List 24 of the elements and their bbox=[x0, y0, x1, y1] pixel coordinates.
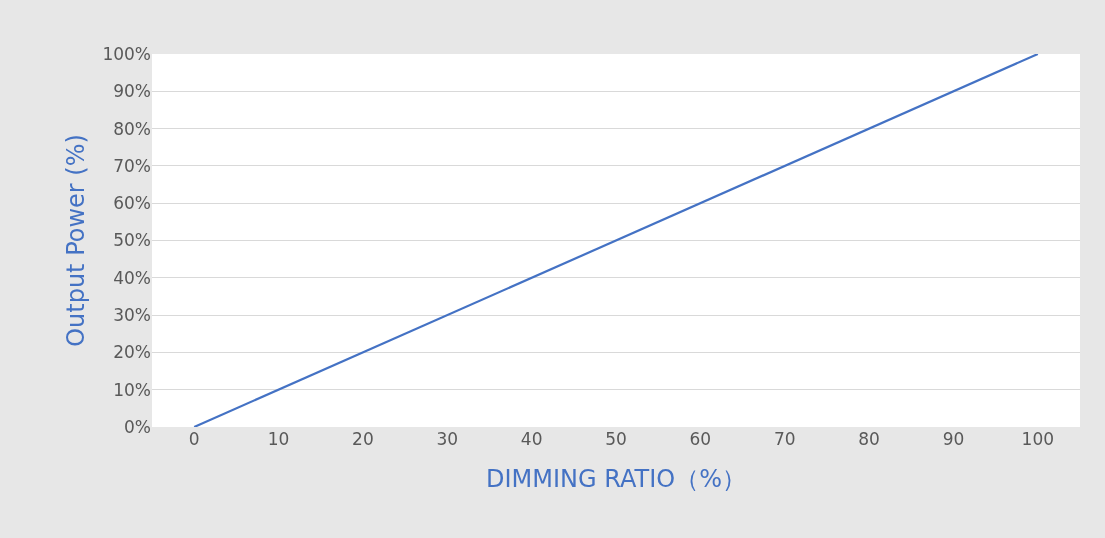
x-tick-label: 0 bbox=[188, 429, 200, 449]
x-tick-label: 50 bbox=[605, 429, 627, 449]
y-axis-title: Output Power (%) bbox=[62, 134, 91, 347]
y-tick-label: 50% bbox=[113, 230, 151, 251]
y-tick-label: 10% bbox=[113, 379, 151, 400]
x-tick-label: 20 bbox=[352, 429, 374, 449]
x-tick-label: 30 bbox=[436, 429, 459, 449]
y-tick-label: 0% bbox=[124, 416, 151, 437]
x-tick-label: 10 bbox=[267, 429, 290, 449]
x-axis-title: DIMMING RATIO（%） bbox=[486, 465, 746, 494]
x-tick-label: 80 bbox=[858, 429, 880, 449]
y-tick-label: 60% bbox=[113, 193, 151, 214]
y-tick-label: 30% bbox=[113, 305, 151, 326]
x-tick-label: 90 bbox=[942, 429, 965, 449]
y-tick-label: 80% bbox=[113, 118, 151, 139]
y-tick-label: 70% bbox=[113, 155, 151, 176]
x-tick-label: 60 bbox=[689, 429, 712, 449]
y-tick-label: 90% bbox=[113, 81, 151, 102]
y-tick-label: 20% bbox=[113, 342, 151, 363]
y-tick-label: 100% bbox=[102, 43, 151, 64]
x-tick-label: 100 bbox=[1021, 429, 1055, 449]
y-tick-label: 40% bbox=[113, 267, 151, 288]
x-tick-label: 70 bbox=[773, 429, 796, 449]
x-tick-label: 40 bbox=[520, 429, 543, 449]
